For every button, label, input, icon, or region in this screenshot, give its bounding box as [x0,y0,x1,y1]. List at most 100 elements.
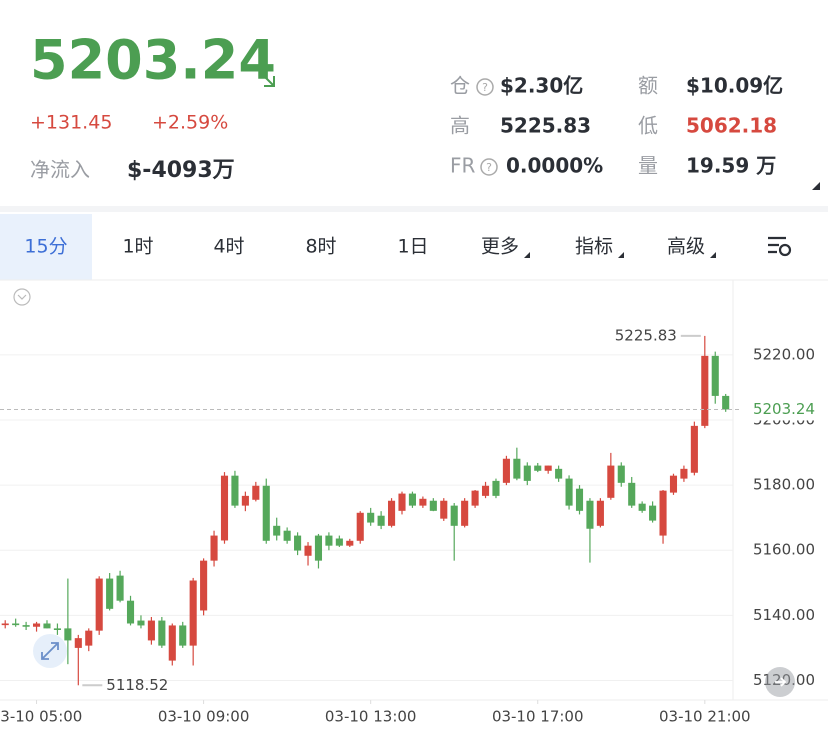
candle-body [690,425,698,473]
candle-body [555,468,563,479]
candle-body [565,478,573,506]
candle-body [294,535,302,551]
candle-body [200,560,208,611]
zoom-glyph [41,642,59,660]
overlay: 5225.83 5118.52 5203.24 [0,326,820,697]
dropdown-caret [710,252,716,258]
info-icon-glyph: ? [486,161,492,174]
tab[interactable]: 1日 [397,236,428,258]
stat-label: 高 [450,114,470,138]
tab[interactable]: 指标 [575,236,613,258]
candle-body [586,500,594,529]
info-icon[interactable] [476,78,494,96]
stat-label: 量 [638,154,658,178]
candle-body [252,485,260,500]
candle-body [408,493,416,506]
y-tick-label: 5160.00 [753,541,815,559]
min-label: 5118.52 [106,676,168,694]
candle-body [168,625,176,661]
candle-body [481,485,490,496]
y-tick-label: 5180.00 [753,476,815,494]
candle-body [638,503,646,511]
candle-body [544,465,552,471]
candle-body [388,500,396,526]
stat-label: 仓 [450,74,470,98]
last-price-badge [740,398,820,421]
candle-body [461,500,469,526]
candle-body [450,505,458,526]
change-pct: +2.59% [152,112,228,134]
expand-corner[interactable] [812,182,820,190]
candle-body [607,465,615,498]
candle-body [722,395,730,410]
candle-body [22,625,30,627]
candle-body [502,458,510,483]
candle-body [179,625,187,646]
candle-body [32,623,41,627]
candle-body [1,623,9,626]
candle-body [314,535,323,561]
y-tick-label: 5220.00 [753,345,815,363]
candle-body [356,512,364,541]
candle-body [419,498,427,506]
candle-body [377,515,385,526]
x-tick-label: 03-10 05:00 [0,708,82,726]
stat-value: 19.59 万 [686,154,776,178]
net-inflow-label: 净流入 [30,158,90,182]
candle-body [596,500,604,526]
candle-body [74,638,82,648]
dropdown-caret [618,252,624,258]
info-icon-glyph: ? [482,81,488,94]
candle-body [325,535,333,546]
tab[interactable]: 15分 [24,236,67,258]
candle-body [471,490,479,506]
candle-body [440,500,448,519]
info-icon[interactable] [480,158,498,176]
candle-body [231,475,239,506]
candle-body [575,488,584,511]
active-tab-bg [0,214,92,280]
candle-body [617,465,625,483]
collapse-icon[interactable] [13,288,31,306]
x-tick-label: 03-10 13:00 [325,708,417,726]
candle-body [680,468,688,479]
net-inflow: $-4093万 [127,158,235,183]
candle-body [158,620,166,646]
candle-body [53,628,61,630]
settings-icon[interactable] [768,236,792,257]
candle-body [513,458,521,479]
candle-body [659,490,667,536]
tab[interactable]: 1时 [122,236,153,258]
tab[interactable]: 4时 [213,236,244,258]
candle-body [241,495,249,506]
candle-body [523,465,531,481]
tab[interactable]: 更多 [481,236,519,258]
max-label: 5225.83 [615,326,677,344]
tab[interactable]: 高级 [667,236,705,258]
candle-body [210,535,218,561]
last-price: 5203.24 [30,29,276,92]
stat-value: 0.0000% [506,154,603,178]
candle-body [262,485,270,541]
stat-label: FR [450,154,476,178]
candle-body [398,493,406,511]
candle-body [534,465,542,471]
candle-body [346,540,354,546]
candle-body [12,623,20,626]
candle-body [147,620,155,641]
candle-body [711,355,719,396]
scroll-glyph [775,677,787,687]
candle-body [283,530,291,541]
candle-body [116,575,124,601]
candle-body [492,480,500,496]
stat-value: $2.30亿 [500,74,583,98]
candle-body [367,512,375,523]
candle-body [649,505,657,521]
change: +131.45 [30,112,112,134]
last-price-label: 5203.24 [753,400,815,418]
tab[interactable]: 8时 [305,236,336,258]
plot: 5120.005140.005160.005180.005200.005220.… [0,335,815,726]
x-tick-label: 03-10 17:00 [492,708,584,726]
